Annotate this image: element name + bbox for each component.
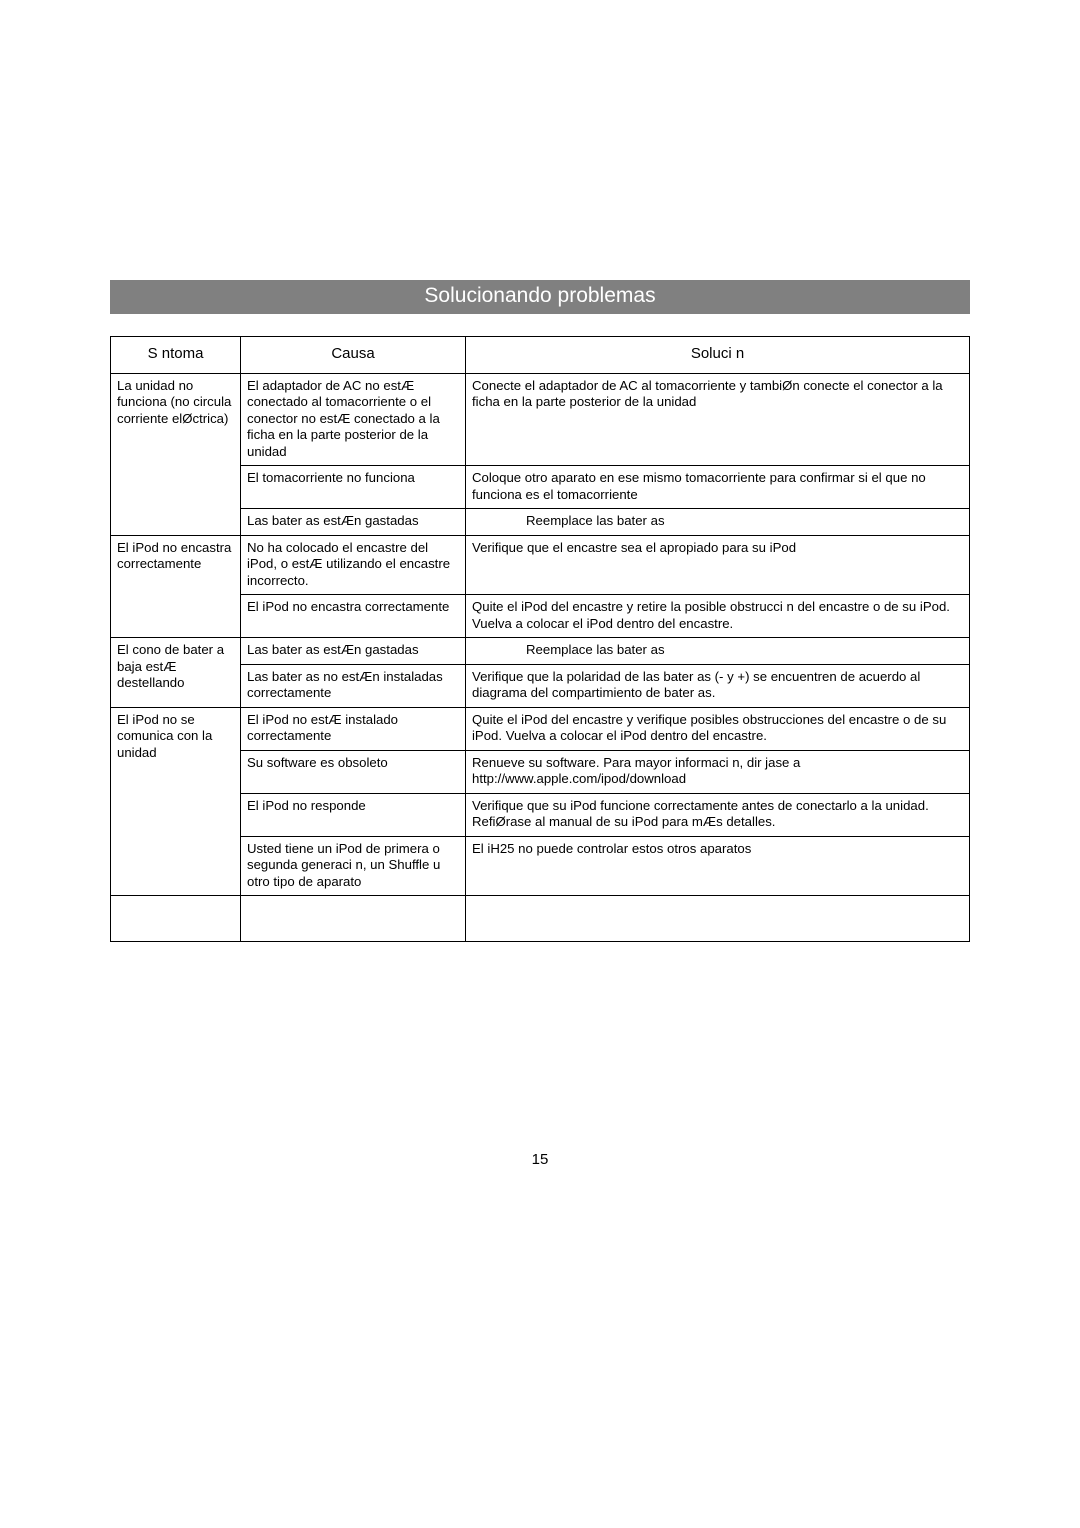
cell-solution: Verifique que la polaridad de las bater … bbox=[466, 664, 970, 707]
cell-solution: Renueve su software. Para mayor informac… bbox=[466, 750, 970, 793]
table-header-row: S ntoma Causa Soluci n bbox=[111, 337, 970, 374]
cell-solution: Conecte el adaptador de AC al tomacorrie… bbox=[466, 373, 970, 466]
section-banner: Solucionando problemas bbox=[110, 280, 970, 314]
page-number: 15 bbox=[0, 1151, 1080, 1168]
table-row: La unidad no funciona (no circula corrie… bbox=[111, 373, 970, 466]
cell-cause: El iPod no responde bbox=[241, 793, 466, 836]
cell-solution: Verifique que el encastre sea el apropia… bbox=[466, 535, 970, 595]
cell-solution: El iH25 no puede controlar estos otros a… bbox=[466, 836, 970, 896]
table-row: El iPod no se comunica con la unidadEl i… bbox=[111, 707, 970, 750]
cell-solution: Quite el iPod del encastre y retire la p… bbox=[466, 595, 970, 638]
cell-cause: Las bater as estÆn gastadas bbox=[241, 509, 466, 536]
cell-symptom: La unidad no funciona (no circula corrie… bbox=[111, 373, 241, 535]
col-cause: Causa bbox=[241, 337, 466, 374]
cell-solution: Coloque otro aparato en ese mismo tomaco… bbox=[466, 466, 970, 509]
cell-cause: El adaptador de AC no estÆ conectado al … bbox=[241, 373, 466, 466]
table-row: El iPod no encastra correctamenteNo ha c… bbox=[111, 535, 970, 595]
table-row-empty bbox=[111, 896, 970, 942]
col-symptom: S ntoma bbox=[111, 337, 241, 374]
cell-cause: El iPod no estÆ instalado correctamente bbox=[241, 707, 466, 750]
cell-empty bbox=[111, 896, 241, 942]
cell-symptom: El iPod no encastra correctamente bbox=[111, 535, 241, 638]
cell-cause: El iPod no encastra correctamente bbox=[241, 595, 466, 638]
cell-empty bbox=[466, 896, 970, 942]
troubleshoot-table: S ntoma Causa Soluci n La unidad no func… bbox=[110, 336, 970, 942]
cell-solution: Quite el iPod del encastre y verifique p… bbox=[466, 707, 970, 750]
cell-cause: Usted tiene un iPod de primera o segunda… bbox=[241, 836, 466, 896]
cell-solution: Verifique que su iPod funcione correctam… bbox=[466, 793, 970, 836]
cell-empty bbox=[241, 896, 466, 942]
cell-symptom: El iPod no se comunica con la unidad bbox=[111, 707, 241, 896]
cell-cause: No ha colocado el encastre del iPod, o e… bbox=[241, 535, 466, 595]
cell-symptom: El cono de bater a baja estÆ destellando bbox=[111, 638, 241, 708]
cell-cause: Las bater as estÆn gastadas bbox=[241, 638, 466, 665]
cell-solution: Reemplace las bater as bbox=[466, 509, 970, 536]
cell-cause: El tomacorriente no funciona bbox=[241, 466, 466, 509]
cell-cause: Las bater as no estÆn instaladas correct… bbox=[241, 664, 466, 707]
col-solution: Soluci n bbox=[466, 337, 970, 374]
cell-cause: Su software es obsoleto bbox=[241, 750, 466, 793]
table-row: El cono de bater a baja estÆ destellando… bbox=[111, 638, 970, 665]
cell-solution: Reemplace las bater as bbox=[466, 638, 970, 665]
